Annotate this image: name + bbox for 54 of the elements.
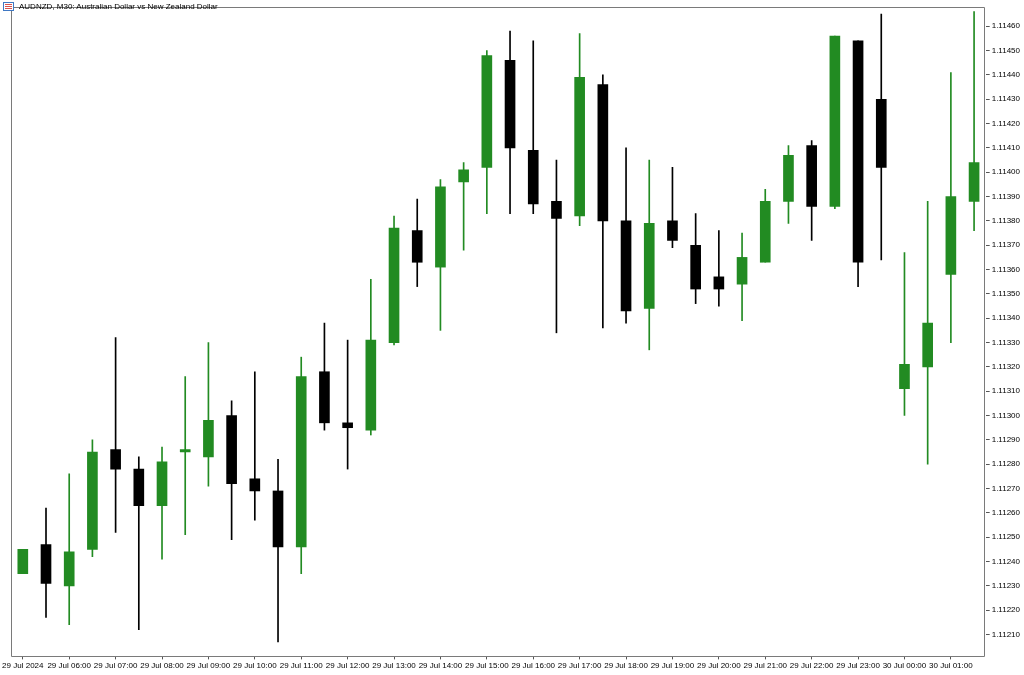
y-tick-label: 1.11370 [991,240,1021,250]
y-tick-label: 1.11290 [991,435,1021,445]
x-tick-label: 29 Jul 06:00 [47,661,92,671]
y-tick-label: 1.11240 [991,556,1021,566]
x-tick-label: 29 Jul 18:00 [604,661,649,671]
candlestick [249,371,261,521]
x-tick-label: 29 Jul 10:00 [233,661,278,671]
y-tick-label: 1.11420 [991,118,1021,128]
y-tick-label: 1.11280 [991,459,1021,469]
y-tick-label: 1.11390 [991,191,1021,201]
x-tick-label: 29 Jul 16:00 [511,661,556,671]
y-tick-label: 1.11310 [991,386,1021,396]
y-tick-label: 1.11400 [991,167,1021,177]
y-tick-label: 1.11250 [991,532,1021,542]
y-tick-label: 1.11340 [991,313,1021,323]
y-tick-label: 1.11450 [991,45,1021,55]
y-tick-label: 1.11440 [991,70,1021,80]
y-tick-label: 1.11460 [991,21,1021,31]
y-tick-label: 1.11330 [991,337,1021,347]
x-tick-label: 29 Jul 2024 [2,661,45,671]
y-tick-label: 1.11270 [991,483,1021,493]
x-tick-label: 30 Jul 01:00 [929,661,974,671]
x-tick-label: 29 Jul 13:00 [372,661,417,671]
x-tick-label: 29 Jul 20:00 [697,661,742,671]
x-tick-label: 29 Jul 11:00 [279,661,324,671]
x-tick-label: 30 Jul 00:00 [882,661,927,671]
y-tick-label: 1.11360 [991,264,1021,274]
x-tick-label: 29 Jul 07:00 [93,661,138,671]
y-tick-label: 1.11210 [991,629,1021,639]
y-tick-label: 1.11410 [991,143,1021,153]
x-tick-label: 29 Jul 15:00 [465,661,510,671]
x-tick-label: 29 Jul 17:00 [557,661,602,671]
y-tick-label: 1.11230 [991,581,1021,591]
x-tick-label: 29 Jul 19:00 [650,661,695,671]
x-tick-label: 29 Jul 21:00 [743,661,788,671]
y-tick-label: 1.11300 [991,410,1021,420]
candlestick [63,473,75,626]
x-tick-label: 29 Jul 23:00 [836,661,881,671]
y-tick-label: 1.11260 [991,508,1021,518]
x-tick-label: 29 Jul 09:00 [186,661,231,671]
candlestick [179,376,191,536]
y-tick-label: 1.11320 [991,362,1021,372]
candlestick [133,456,145,630]
y-tick-label: 1.11430 [991,94,1021,104]
chart-title: AUDNZD, M30: Australian Dollar vs New Zealand Dollar [19,2,218,11]
x-tick-label: 29 Jul 12:00 [325,661,370,671]
candlestick [922,201,933,465]
x-tick-label: 29 Jul 22:00 [789,661,835,671]
y-tick-label: 1.11350 [991,289,1021,299]
candlestick [968,11,980,231]
y-tick-label: 1.11380 [991,216,1021,226]
x-tick-label: 29 Jul 14:00 [418,661,463,671]
y-tick-label: 1.11220 [991,605,1021,615]
x-tick-label: 29 Jul 08:00 [140,661,185,671]
